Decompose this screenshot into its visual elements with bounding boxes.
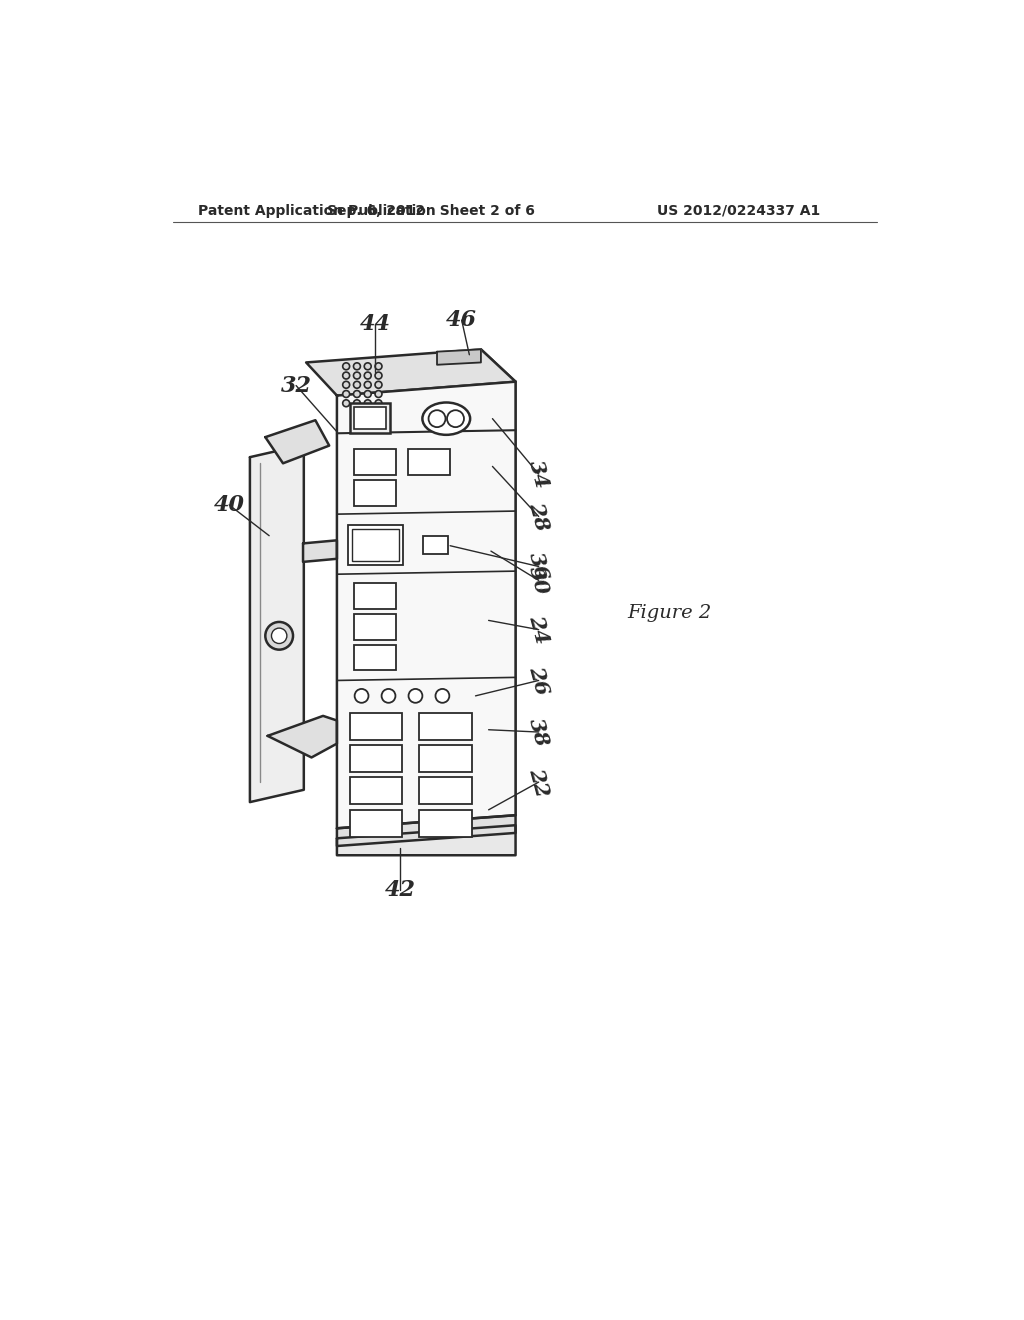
Circle shape bbox=[375, 400, 382, 407]
Bar bbox=[419, 713, 472, 739]
Polygon shape bbox=[267, 715, 337, 758]
Circle shape bbox=[375, 363, 382, 370]
Bar bbox=[423, 536, 447, 554]
Circle shape bbox=[353, 363, 360, 370]
Circle shape bbox=[375, 391, 382, 397]
Text: 26: 26 bbox=[525, 664, 552, 697]
Polygon shape bbox=[437, 350, 481, 364]
Polygon shape bbox=[337, 816, 515, 846]
Bar bbox=[354, 645, 396, 671]
Circle shape bbox=[382, 689, 395, 702]
Circle shape bbox=[435, 689, 450, 702]
Bar bbox=[354, 407, 386, 429]
Text: US 2012/0224337 A1: US 2012/0224337 A1 bbox=[657, 203, 820, 218]
Text: 38: 38 bbox=[525, 715, 552, 748]
Bar bbox=[350, 810, 402, 837]
Circle shape bbox=[343, 372, 349, 379]
Circle shape bbox=[375, 381, 382, 388]
Circle shape bbox=[343, 381, 349, 388]
Polygon shape bbox=[337, 825, 515, 855]
Text: 28: 28 bbox=[525, 500, 552, 533]
Text: 44: 44 bbox=[359, 313, 391, 335]
Circle shape bbox=[447, 411, 464, 428]
Bar bbox=[419, 744, 472, 772]
Bar bbox=[350, 777, 402, 804]
Bar bbox=[350, 744, 402, 772]
Circle shape bbox=[354, 689, 369, 702]
Bar bbox=[354, 480, 396, 506]
Bar bbox=[351, 529, 399, 561]
Circle shape bbox=[343, 391, 349, 397]
Bar bbox=[350, 713, 402, 739]
Circle shape bbox=[365, 400, 371, 407]
Polygon shape bbox=[303, 540, 337, 562]
Circle shape bbox=[343, 363, 349, 370]
Bar bbox=[419, 810, 472, 837]
Circle shape bbox=[365, 381, 371, 388]
Circle shape bbox=[429, 411, 445, 428]
Polygon shape bbox=[306, 350, 515, 396]
Bar bbox=[354, 614, 396, 640]
Circle shape bbox=[365, 372, 371, 379]
Bar bbox=[354, 450, 396, 475]
Text: 42: 42 bbox=[385, 879, 416, 902]
Circle shape bbox=[353, 391, 360, 397]
Circle shape bbox=[353, 381, 360, 388]
Text: Sep. 6, 2012   Sheet 2 of 6: Sep. 6, 2012 Sheet 2 of 6 bbox=[327, 203, 535, 218]
Text: 24: 24 bbox=[525, 612, 552, 647]
Circle shape bbox=[353, 372, 360, 379]
Circle shape bbox=[353, 400, 360, 407]
Bar bbox=[354, 583, 396, 609]
Circle shape bbox=[265, 622, 293, 649]
Polygon shape bbox=[481, 350, 515, 816]
Circle shape bbox=[343, 400, 349, 407]
Text: 34: 34 bbox=[525, 458, 552, 491]
Bar bbox=[350, 404, 390, 433]
Circle shape bbox=[409, 689, 422, 702]
Bar bbox=[408, 450, 451, 475]
Polygon shape bbox=[250, 445, 304, 803]
Bar bbox=[419, 777, 472, 804]
Circle shape bbox=[375, 372, 382, 379]
Text: Patent Application Publication: Patent Application Publication bbox=[199, 203, 436, 218]
Text: Figure 2: Figure 2 bbox=[628, 603, 712, 622]
Text: 46: 46 bbox=[446, 309, 477, 331]
Text: 30: 30 bbox=[525, 564, 552, 597]
Bar bbox=[348, 525, 403, 565]
Polygon shape bbox=[337, 381, 515, 829]
Polygon shape bbox=[265, 420, 330, 463]
Ellipse shape bbox=[422, 403, 470, 434]
Circle shape bbox=[365, 391, 371, 397]
Text: 36: 36 bbox=[525, 550, 552, 583]
Circle shape bbox=[271, 628, 287, 644]
Circle shape bbox=[365, 363, 371, 370]
Text: 32: 32 bbox=[281, 375, 311, 396]
Text: 22: 22 bbox=[525, 766, 552, 799]
Text: 40: 40 bbox=[214, 494, 245, 516]
